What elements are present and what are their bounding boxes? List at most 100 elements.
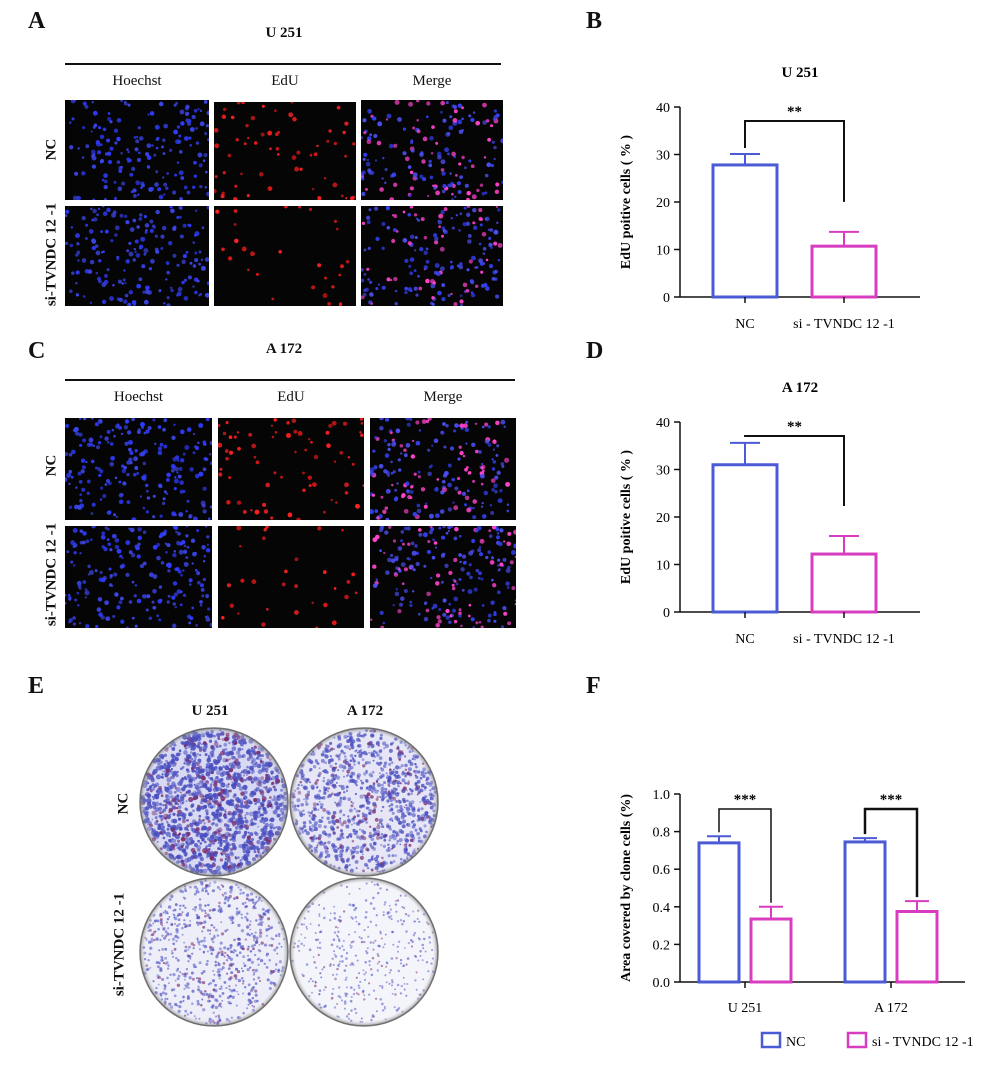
legend-label: si - TVNDC 12 -1 xyxy=(872,1035,974,1050)
y-tick-label: 1.0 xyxy=(653,788,671,803)
panel-a-divider xyxy=(65,63,501,65)
column-header-edu: EdU xyxy=(277,389,305,405)
y-tick-label: 0.2 xyxy=(653,938,671,953)
row-label-si: si-TVNDC 12 -1 xyxy=(43,202,60,307)
panel-label-e: E xyxy=(28,673,45,699)
panel-c-title: A 172 xyxy=(265,341,303,357)
y-axis-label: EdU poitive cells ( % ) xyxy=(619,450,634,584)
y-tick-label: 40 xyxy=(656,416,670,431)
bar-a172-1 xyxy=(810,552,878,614)
column-header-merge: Merge xyxy=(412,73,452,89)
microscopy-edu-nc xyxy=(214,102,356,200)
y-tick-label: 0.6 xyxy=(653,863,671,878)
row-label-si: si-TVNDC 12 -1 xyxy=(43,522,60,627)
row-label-nc: NC xyxy=(43,138,60,161)
microscopy-hoechst-nc xyxy=(65,100,209,200)
colony-plate-a172-nc xyxy=(289,727,439,877)
significance-label: ** xyxy=(787,104,802,120)
nuclei xyxy=(361,100,503,200)
column-header-u251: U 251 xyxy=(191,703,229,719)
bar-nc-1 xyxy=(843,840,887,984)
column-header-a172: A 172 xyxy=(346,703,384,719)
bar-si-1 xyxy=(895,910,939,984)
y-tick-label: 20 xyxy=(656,511,670,526)
nuclei xyxy=(65,526,212,628)
significance-bracket xyxy=(863,807,919,898)
column-header-edu: EdU xyxy=(271,73,299,89)
nuclei xyxy=(215,206,350,306)
microscopy-edu-si xyxy=(214,206,356,306)
panel-label-d: D xyxy=(586,338,604,364)
y-tick-label: 0 xyxy=(663,291,670,306)
nuclei xyxy=(370,418,511,520)
colony-plate-u251-si xyxy=(139,877,289,1027)
nuclei xyxy=(361,206,503,306)
legend-label: NC xyxy=(786,1035,805,1050)
significance-label: *** xyxy=(734,792,757,808)
bar-chart-a172: A 172 EdU poitive cells ( % ) 0 10 20 30 40 NC s… xyxy=(619,380,920,647)
microscopy-edu-si xyxy=(218,526,364,628)
microscopy-hoechst-nc xyxy=(65,418,212,520)
y-tick-label: 30 xyxy=(656,464,670,479)
y-tick-label: 10 xyxy=(656,244,670,259)
column-header-hoechst: Hoechst xyxy=(112,73,162,89)
bar-chart-u251: U 251 EdU poitive cells ( % ) 0 10 20 30 40 NC s… xyxy=(619,65,920,332)
bar-chart-clone-area: Area covered by clone cells (%) 0.0 0.2 0.4… xyxy=(619,788,974,1050)
row-label-si: si-TVNDC 12 -1 xyxy=(111,892,128,997)
y-tick-label: 0.0 xyxy=(653,976,671,991)
panel-c-divider xyxy=(65,379,515,381)
x-tick-label: NC xyxy=(735,632,754,647)
y-axis-label: EdU poitive cells ( % ) xyxy=(619,135,634,269)
significance-bracket xyxy=(744,435,845,506)
y-tick-label: 30 xyxy=(656,149,670,164)
nuclei xyxy=(370,526,516,628)
panel-label-c: C xyxy=(28,338,46,364)
y-tick-label: 0 xyxy=(663,606,670,621)
x-tick-label: si - TVNDC 12 -1 xyxy=(793,632,895,647)
significance-label: ** xyxy=(787,419,802,435)
y-tick-label: 20 xyxy=(656,196,670,211)
colony-plate-a172-si xyxy=(289,877,439,1027)
bar-nc-0 xyxy=(697,841,741,984)
microscopy-merge-nc xyxy=(370,418,516,520)
microscopy-edu-nc xyxy=(218,418,364,520)
x-tick-label: si - TVNDC 12 -1 xyxy=(793,317,895,332)
chart-title: U 251 xyxy=(781,65,818,81)
chart-title: A 172 xyxy=(782,380,818,396)
microscopy-hoechst-si xyxy=(65,206,209,306)
y-tick-label: 0.8 xyxy=(653,826,671,841)
nuclei xyxy=(65,206,209,306)
colony-plate-u251-nc xyxy=(139,727,289,877)
y-axis-label: Area covered by clone cells (%) xyxy=(619,794,634,982)
significance-label: *** xyxy=(880,792,903,808)
significance-bracket xyxy=(744,120,845,202)
bar-a172-0 xyxy=(711,463,779,614)
microscopy-hoechst-si xyxy=(65,526,212,628)
column-header-merge: Merge xyxy=(423,389,463,405)
row-label-nc: NC xyxy=(43,454,60,477)
legend: NC si - TVNDC 12 -1 xyxy=(760,1031,974,1050)
x-tick-label: U 251 xyxy=(728,1001,763,1016)
microscopy-merge-si xyxy=(361,206,503,306)
microscopy-merge-si xyxy=(370,526,516,628)
colony-plates xyxy=(139,727,439,1027)
legend-swatch xyxy=(846,1031,868,1049)
bar-si-0 xyxy=(749,917,793,984)
x-tick-label: A 172 xyxy=(874,1001,908,1016)
nuclei xyxy=(214,102,356,200)
nuclei xyxy=(65,418,212,520)
x-tick-label: NC xyxy=(735,317,754,332)
nuclei xyxy=(218,418,364,520)
bar-u251-0 xyxy=(711,163,779,299)
significance-bracket xyxy=(718,808,772,903)
y-tick-label: 10 xyxy=(656,559,670,574)
panel-label-b: B xyxy=(586,8,603,34)
nuclei xyxy=(68,100,209,200)
nuclei xyxy=(221,526,358,628)
panel-label-f: F xyxy=(586,673,601,699)
y-tick-label: 40 xyxy=(656,101,670,116)
panel-a-title: U 251 xyxy=(265,25,303,41)
column-header-hoechst: Hoechst xyxy=(113,389,164,405)
microscopy-merge-nc xyxy=(361,100,503,200)
legend-swatch xyxy=(760,1031,782,1049)
